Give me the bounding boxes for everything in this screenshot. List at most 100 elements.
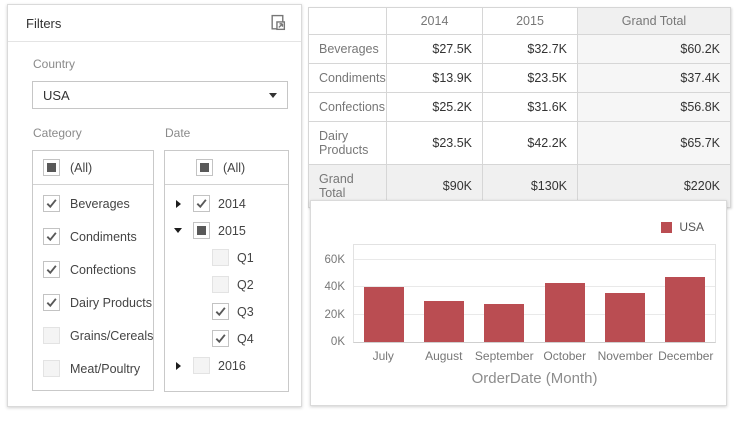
bar-slot <box>595 245 655 342</box>
date-label: Date <box>165 126 190 140</box>
bar-slot <box>354 245 414 342</box>
table-row: Confections$25.2K$31.6K$56.8K <box>309 93 731 122</box>
pivot-cell: $25.2K <box>387 93 483 122</box>
table-row: Condiments$13.9K$23.5K$37.4K <box>309 64 731 93</box>
x-tick-label: August <box>414 349 475 363</box>
checkbox[interactable] <box>193 195 210 212</box>
bar[interactable] <box>605 293 645 343</box>
x-tick-label: November <box>595 349 656 363</box>
category-item[interactable]: Dairy Products <box>33 286 153 319</box>
category-all-checkbox[interactable] <box>43 159 60 176</box>
date-item-label: 2015 <box>218 224 246 238</box>
category-items: Beverages CondimentsConfectionsDairy Prod… <box>33 185 153 385</box>
date-item-label: 2016 <box>218 359 246 373</box>
checkbox[interactable] <box>43 294 60 311</box>
checkbox[interactable] <box>193 222 210 239</box>
x-tick-label: July <box>353 349 414 363</box>
y-tick-label: 20K <box>311 309 345 321</box>
checkbox[interactable] <box>43 228 60 245</box>
pivot-row-header: Confections <box>309 93 387 122</box>
date-tree-item[interactable]: 2014 <box>165 190 288 217</box>
checkbox[interactable] <box>212 303 229 320</box>
x-tick-label: October <box>535 349 596 363</box>
checkbox[interactable] <box>212 249 229 266</box>
date-item-label: Q3 <box>237 305 254 319</box>
x-tick-label: December <box>656 349 717 363</box>
country-dropdown-value: USA <box>43 88 269 103</box>
category-listbox: (All) Beverages CondimentsConfectionsDair… <box>32 150 154 391</box>
date-tree-item[interactable]: 2015 <box>165 217 288 244</box>
pivot-table-panel: 20142015Grand Total Beverages$27.5K$32.7… <box>308 7 731 208</box>
pivot-column-header: 2014 <box>387 8 483 35</box>
bar[interactable] <box>545 283 585 342</box>
country-label: Country <box>33 57 75 71</box>
filters-panel: Filters Country USA Category (All) Bever… <box>7 4 302 407</box>
checkbox[interactable] <box>212 276 229 293</box>
category-item-label: Meat/Poultry <box>70 362 140 376</box>
date-items: 2014 2015 Q1 Q2 Q3 Q4 2016 <box>165 185 288 379</box>
date-listbox: (All) 2014 2015 Q1 Q2 Q3 Q4 2016 <box>164 150 289 392</box>
bar-slot <box>535 245 595 342</box>
checkbox[interactable] <box>43 261 60 278</box>
checkbox[interactable] <box>43 327 60 344</box>
bar[interactable] <box>484 304 524 343</box>
date-all-checkbox[interactable] <box>196 159 213 176</box>
y-tick-label: 40K <box>311 281 345 293</box>
date-tree-item[interactable]: Q2 <box>165 271 288 298</box>
pivot-header-row: 20142015Grand Total <box>309 8 731 35</box>
pivot-cell: $32.7K <box>483 35 578 64</box>
legend-label: USA <box>679 220 704 234</box>
date-item-label: 2014 <box>218 197 246 211</box>
pivot-cell: $27.5K <box>387 35 483 64</box>
chart-legend[interactable]: USA <box>661 220 704 234</box>
category-item[interactable]: Condiments <box>33 220 153 253</box>
date-tree-item[interactable]: Q4 <box>165 325 288 352</box>
category-item-label: Beverages <box>70 197 130 211</box>
date-tree-item[interactable]: Q1 <box>165 244 288 271</box>
pivot-cell: $42.2K <box>483 122 578 165</box>
bar-slot <box>414 245 474 342</box>
country-dropdown[interactable]: USA <box>32 81 288 109</box>
checkbox[interactable] <box>212 330 229 347</box>
expander-collapsed-icon[interactable] <box>171 200 185 208</box>
chart-panel: USA 0K20K40K60K JulyAugustSeptemberOctob… <box>310 200 727 406</box>
checkbox[interactable] <box>43 360 60 377</box>
category-label: Category <box>33 126 82 140</box>
pivot-cell: $13.9K <box>387 64 483 93</box>
bar[interactable] <box>364 287 404 342</box>
pivot-column-header <box>309 8 387 35</box>
category-item[interactable]: Confections <box>33 253 153 286</box>
x-tick-label: September <box>474 349 535 363</box>
date-item-label: Q2 <box>237 278 254 292</box>
expander-expanded-icon[interactable] <box>171 228 185 233</box>
category-all-item[interactable]: (All) <box>33 151 153 185</box>
chevron-down-icon <box>269 93 277 98</box>
date-tree-item[interactable]: 2016 <box>165 352 288 379</box>
x-axis-labels: JulyAugustSeptemberOctoberNovemberDecemb… <box>353 349 716 363</box>
checkbox[interactable] <box>43 195 60 212</box>
date-all-item[interactable]: (All) <box>165 151 288 185</box>
category-item[interactable]: Grains/Cereals <box>33 319 153 352</box>
y-tick-label: 60K <box>311 254 345 266</box>
filters-panel-title: Filters <box>26 16 269 31</box>
legend-swatch <box>661 222 672 233</box>
category-item[interactable]: Beverages <box>33 187 153 220</box>
pivot-cell: $31.6K <box>483 93 578 122</box>
checkbox[interactable] <box>193 357 210 374</box>
category-item[interactable]: Meat/Poultry <box>33 352 153 385</box>
bar-slot <box>474 245 534 342</box>
export-icon[interactable] <box>269 14 287 32</box>
pivot-cell: $65.7K <box>578 122 731 165</box>
bar[interactable] <box>424 301 464 342</box>
pivot-column-header: Grand Total <box>578 8 731 35</box>
category-all-label: (All) <box>70 161 92 175</box>
pivot-cell: $23.5K <box>387 122 483 165</box>
expander-collapsed-icon[interactable] <box>171 362 185 370</box>
pivot-row-header: Beverages <box>309 35 387 64</box>
date-item-label: Q1 <box>237 251 254 265</box>
date-tree-item[interactable]: Q3 <box>165 298 288 325</box>
bar[interactable] <box>665 277 705 342</box>
x-axis-title: OrderDate (Month) <box>353 370 716 387</box>
bar-slot <box>655 245 715 342</box>
pivot-column-header: 2015 <box>483 8 578 35</box>
